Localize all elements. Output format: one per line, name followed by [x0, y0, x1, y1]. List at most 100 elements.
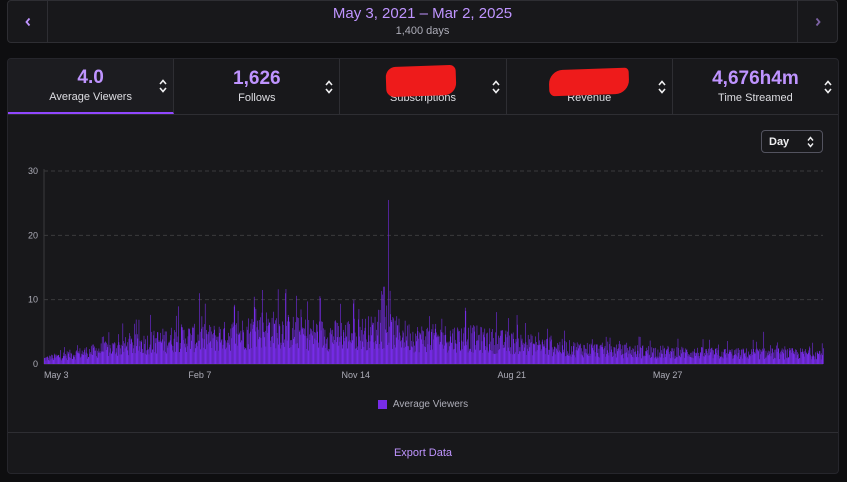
chart-bar[interactable]: [581, 348, 582, 364]
chart-bar[interactable]: [683, 352, 684, 364]
chart-bar[interactable]: [244, 349, 246, 364]
chart-bar[interactable]: [519, 347, 521, 364]
chart-bar[interactable]: [457, 327, 458, 364]
chart-bar[interactable]: [420, 333, 422, 364]
chart-bar[interactable]: [45, 357, 46, 364]
chart-bar[interactable]: [537, 344, 538, 364]
chart-bar[interactable]: [409, 349, 411, 364]
chart-bar[interactable]: [557, 344, 559, 364]
chart-bar[interactable]: [333, 344, 335, 364]
chart-bar[interactable]: [243, 332, 244, 364]
chart-bar[interactable]: [736, 355, 737, 364]
chart-bar[interactable]: [98, 352, 99, 364]
chart-bar[interactable]: [466, 341, 468, 364]
chart-bar[interactable]: [661, 353, 663, 364]
chart-bar[interactable]: [702, 339, 704, 364]
chart-bar[interactable]: [675, 358, 677, 364]
chart-bar[interactable]: [283, 342, 285, 364]
chart-bar[interactable]: [663, 357, 664, 364]
chart-bar[interactable]: [115, 354, 116, 364]
chart-bar[interactable]: [709, 348, 711, 364]
chart-bar[interactable]: [455, 343, 457, 364]
chart-bar[interactable]: [536, 350, 538, 364]
chart-bar[interactable]: [685, 348, 687, 364]
chart-bar[interactable]: [657, 349, 659, 364]
chart-bar[interactable]: [428, 331, 429, 364]
chart-bar[interactable]: [614, 347, 616, 364]
chart-bar[interactable]: [751, 349, 752, 364]
chart-bar[interactable]: [812, 342, 814, 364]
chart-bar[interactable]: [420, 339, 422, 364]
chart-bar[interactable]: [266, 326, 268, 364]
chart-bar[interactable]: [446, 343, 447, 364]
chart-bar[interactable]: [425, 352, 427, 364]
chart-bar[interactable]: [604, 347, 605, 364]
chart-bar[interactable]: [272, 336, 273, 364]
chart-bar[interactable]: [121, 345, 123, 364]
chart-bar[interactable]: [229, 350, 231, 364]
chart-bar[interactable]: [750, 356, 752, 364]
chart-bar[interactable]: [609, 344, 610, 364]
chart-bar[interactable]: [182, 327, 183, 364]
chart-bar[interactable]: [532, 344, 534, 364]
chart-bar[interactable]: [78, 351, 80, 364]
chart-bar[interactable]: [816, 351, 818, 364]
chart-bar[interactable]: [647, 353, 649, 364]
chart-bar[interactable]: [274, 323, 276, 364]
chart-bar[interactable]: [308, 319, 310, 364]
chart-bar[interactable]: [653, 348, 654, 364]
chart-bar[interactable]: [806, 352, 807, 364]
chart-bar[interactable]: [550, 341, 551, 364]
chart-bar[interactable]: [185, 338, 187, 364]
chart-bar[interactable]: [207, 334, 209, 364]
chart-bar[interactable]: [705, 349, 707, 364]
chart-bar[interactable]: [523, 343, 525, 364]
chart-bar[interactable]: [359, 326, 361, 364]
chart-bar[interactable]: [501, 330, 503, 364]
chart-bar[interactable]: [797, 353, 799, 364]
chart-bar[interactable]: [100, 353, 101, 364]
chart-bar[interactable]: [278, 324, 280, 364]
chart-bar[interactable]: [660, 345, 662, 364]
chart-bar[interactable]: [527, 334, 529, 364]
chart-bar[interactable]: [595, 356, 596, 364]
chart-bar[interactable]: [716, 352, 717, 364]
chart-bar[interactable]: [439, 344, 440, 364]
chart-bar[interactable]: [694, 352, 696, 364]
chart-bar[interactable]: [583, 344, 585, 364]
chart-bar[interactable]: [165, 331, 167, 364]
chart-bar[interactable]: [676, 347, 678, 364]
chart-bar[interactable]: [784, 359, 785, 364]
chart-bar[interactable]: [313, 344, 315, 364]
chart-bar[interactable]: [79, 353, 80, 364]
chart-bar[interactable]: [511, 334, 513, 364]
chart-bar[interactable]: [433, 339, 434, 364]
chart-bar[interactable]: [365, 318, 366, 364]
chart-bar[interactable]: [484, 328, 486, 364]
chart-bar[interactable]: [604, 346, 606, 364]
chart-bar[interactable]: [621, 354, 623, 364]
chart-bar[interactable]: [149, 344, 151, 364]
chart-bar[interactable]: [413, 352, 415, 365]
chart-bar[interactable]: [503, 344, 504, 364]
chart-bar[interactable]: [566, 354, 568, 364]
chart-bar[interactable]: [579, 345, 580, 364]
chart-bar[interactable]: [385, 332, 387, 364]
chart-bar[interactable]: [515, 352, 516, 364]
chart-bar[interactable]: [46, 357, 47, 364]
chart-bar[interactable]: [781, 348, 783, 364]
chart-bar[interactable]: [230, 328, 232, 365]
chart-bar[interactable]: [255, 331, 256, 365]
chart-bar[interactable]: [296, 295, 297, 364]
chart-bar[interactable]: [517, 354, 519, 364]
chart-bar[interactable]: [374, 316, 376, 364]
chart-bar[interactable]: [328, 348, 330, 364]
chart-bar[interactable]: [410, 333, 411, 365]
chart-bar[interactable]: [194, 323, 195, 364]
chart-bar[interactable]: [668, 347, 669, 364]
chart-bar[interactable]: [459, 349, 461, 364]
chart-bar[interactable]: [483, 334, 484, 364]
chart-bar[interactable]: [114, 343, 116, 364]
chart-bar[interactable]: [596, 344, 598, 364]
chart-bar[interactable]: [511, 333, 512, 364]
